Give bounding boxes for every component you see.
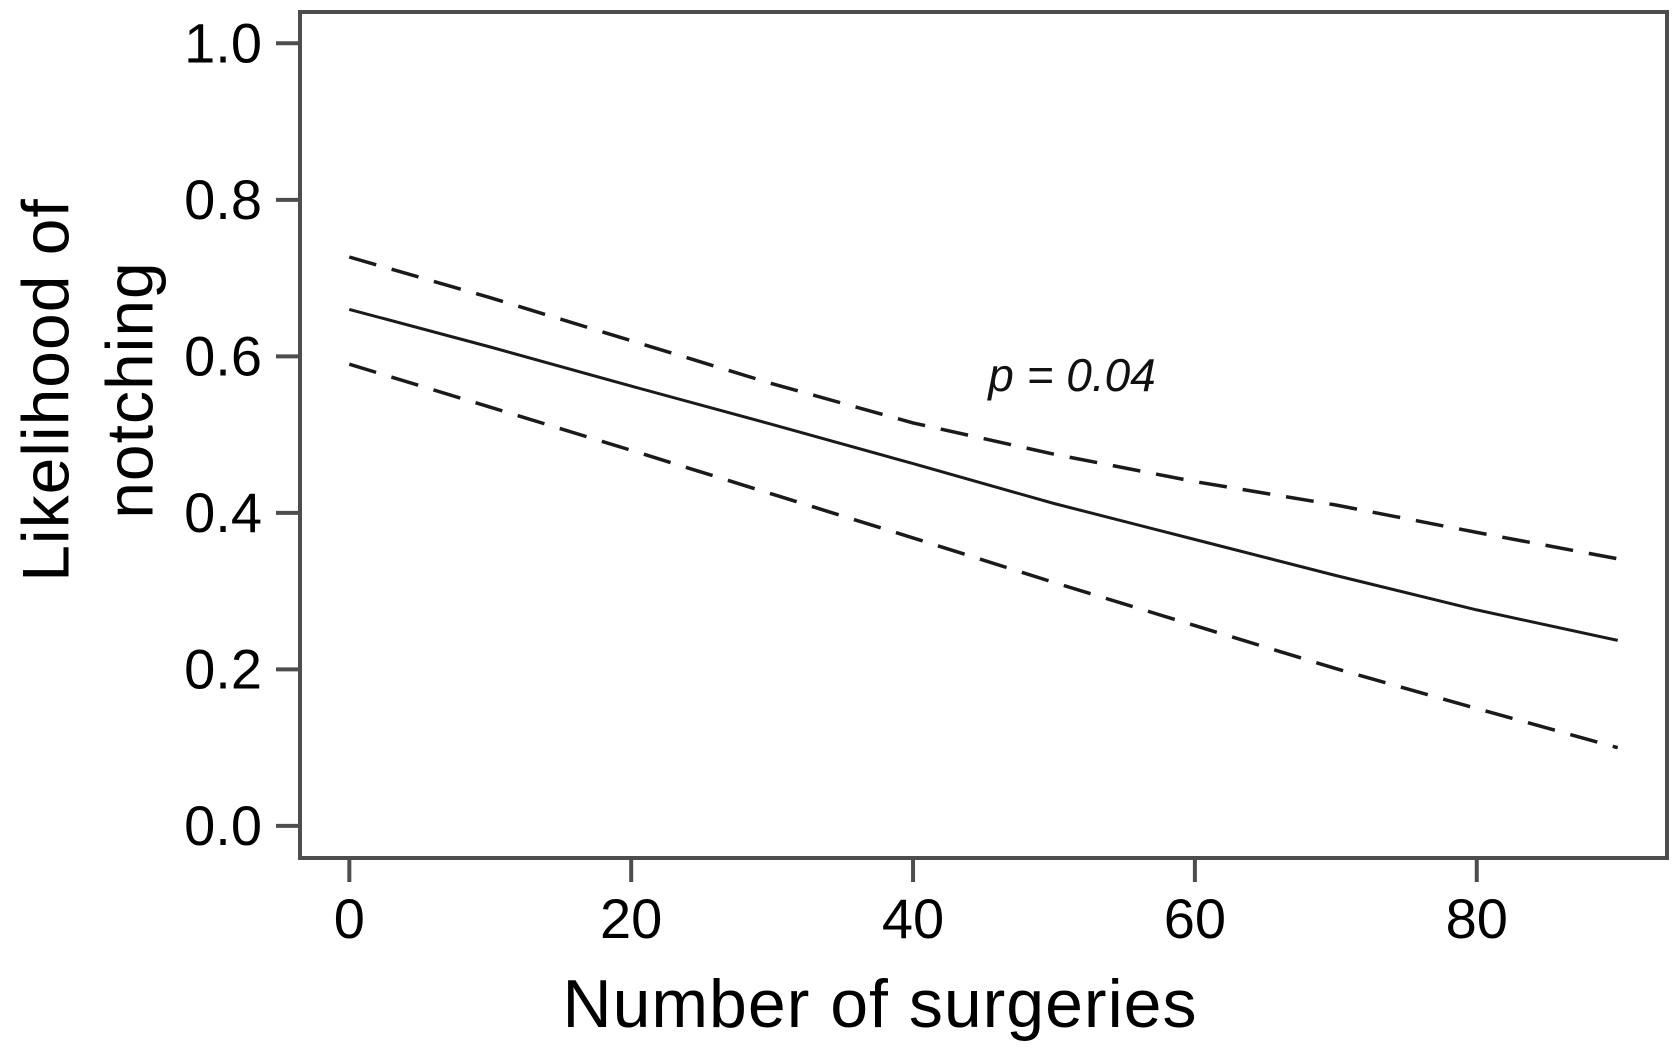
y-tick-label: 0.2 [184,637,262,700]
x-tick-label: 60 [1164,887,1226,950]
y-tick-label: 0.0 [184,794,262,857]
plot-frame [298,10,1669,860]
x-tick-label: 0 [334,887,365,950]
y-axis-title-line1: Likelihood of [8,198,83,582]
x-axis-title: Number of surgeries [562,966,1198,1042]
y-tick-label: 0.4 [184,481,262,544]
y-tick-label: 1.0 [184,11,262,74]
y-axis-title-line2: notching [93,261,167,519]
series-predicted-likelihood [348,307,1619,642]
x-tick-label: 40 [882,887,944,950]
y-tick-label: 0.6 [184,324,262,387]
series-lower-confidence-band [348,362,1619,750]
y-axis-title: Likelihood of notching [4,198,173,582]
series-upper-confidence-band [348,255,1633,564]
y-tick-label: 0.8 [184,168,262,231]
x-tick-label: 80 [1446,887,1508,950]
x-tick-label: 20 [600,887,662,950]
p-value-annotation: p = 0.04 [988,349,1156,401]
